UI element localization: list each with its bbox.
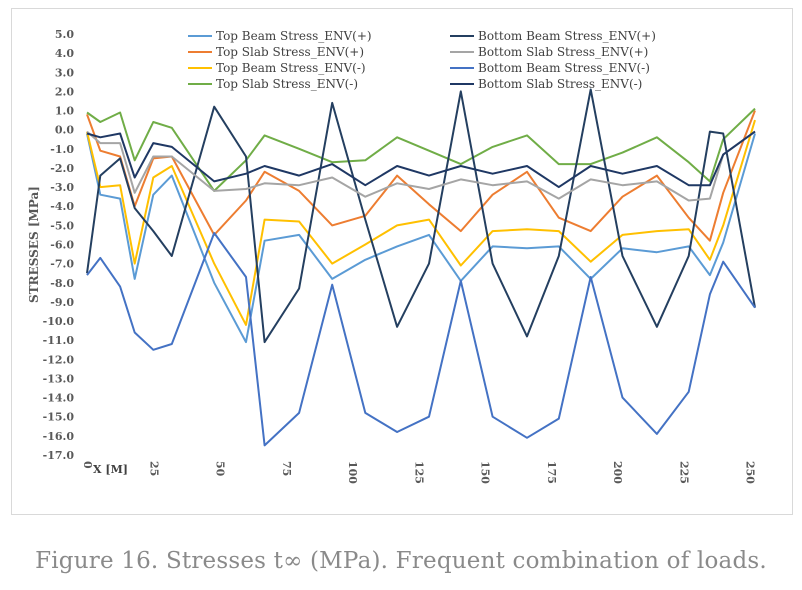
x-axis-title: X [M] xyxy=(93,463,128,476)
y-tick-label: 5.0 xyxy=(55,28,74,41)
legend-label: Top Slab Stress_ENV(+) xyxy=(216,45,364,59)
legend-label: Bottom Beam Stress_ENV(+) xyxy=(478,29,656,43)
y-tick-label: -7.0 xyxy=(50,258,74,271)
y-tick-label: -4.0 xyxy=(50,200,74,213)
series-line-3 xyxy=(86,119,756,326)
x-tick-label: 175 xyxy=(545,461,558,484)
y-tick-label: -15.0 xyxy=(43,411,75,424)
y-tick-labels: 5.0 4.0 3.0 2.0 1.0 0.0 -1.0 -2.0 -3.0 -4.0 -5.0 -6… xyxy=(43,28,75,462)
x-tick-label: 100 xyxy=(346,461,359,484)
y-tick-label: 3.0 xyxy=(55,66,74,79)
x-tick-label: 75 xyxy=(280,461,293,476)
y-tick-label: -10.0 xyxy=(43,315,75,328)
series-line-8 xyxy=(86,130,756,189)
y-tick-label: -12.0 xyxy=(43,353,75,366)
legend-label: Bottom Beam Stress_ENV(-) xyxy=(478,61,650,75)
series-line-5 xyxy=(86,88,756,344)
legend-label: Top Slab Stress_ENV(-) xyxy=(216,77,358,91)
series-lines xyxy=(86,88,756,447)
legend: Top Beam Stress_ENV(+) Bottom Beam Stress… xyxy=(188,29,656,91)
stress-line-chart: STRESSES [MPa] 5.0 4.0 3.0 2.0 1.0 0.0 -1.0 -2.… xyxy=(27,28,757,484)
y-tick-label: 2.0 xyxy=(55,85,74,98)
y-tick-label: -14.0 xyxy=(43,392,75,405)
x-tick-label: 50 xyxy=(214,461,227,477)
y-tick-label: -9.0 xyxy=(50,296,74,309)
y-tick-label: -11.0 xyxy=(43,334,75,347)
figure-caption: Figure 16. Stresses t∞ (MPa). Frequent c… xyxy=(35,548,767,574)
x-tick-label: 150 xyxy=(479,461,492,484)
legend-label: Bottom Slab Stress_ENV(+) xyxy=(478,45,648,59)
y-axis-title-group: STRESSES [MPa] xyxy=(27,186,41,303)
chart-frame: STRESSES [MPa] 5.0 4.0 3.0 2.0 1.0 0.0 -1.0 -2.… xyxy=(11,8,793,515)
y-axis-title: STRESSES [MPa] xyxy=(27,186,41,303)
legend-label: Top Beam Stress_ENV(-) xyxy=(216,61,366,75)
x-tick-label: 250 xyxy=(744,461,757,484)
y-tick-label: -16.0 xyxy=(43,430,75,443)
y-tick-label: 1.0 xyxy=(55,105,74,118)
x-tick-label: 0 xyxy=(81,461,94,469)
series-line-1 xyxy=(86,133,756,344)
y-tick-label: 4.0 xyxy=(55,47,74,60)
y-tick-label: -3.0 xyxy=(50,181,74,194)
series-line-6 xyxy=(86,130,756,202)
x-tick-label: 125 xyxy=(412,461,425,484)
y-tick-label: 0.0 xyxy=(55,124,74,137)
y-tick-label: -1.0 xyxy=(50,143,74,156)
y-tick-label: -5.0 xyxy=(50,219,74,232)
series-line-7 xyxy=(86,232,756,447)
y-tick-label: -2.0 xyxy=(50,162,74,175)
y-tick-label: -8.0 xyxy=(50,277,74,290)
y-tick-label: -13.0 xyxy=(43,372,75,385)
y-tick-label: -6.0 xyxy=(50,239,74,252)
x-axis: 0 25 50 75 100 125 150 175 200 225 250 X [M] xyxy=(81,461,757,484)
legend-label: Bottom Slab Stress_ENV(-) xyxy=(478,77,642,91)
x-tick-label: 225 xyxy=(677,461,690,484)
x-tick-label: 200 xyxy=(611,461,624,484)
y-tick-label: -17.0 xyxy=(43,449,75,462)
series-line-4 xyxy=(86,107,756,192)
x-tick-label: 25 xyxy=(147,461,160,476)
legend-label: Top Beam Stress_ENV(+) xyxy=(216,29,372,43)
